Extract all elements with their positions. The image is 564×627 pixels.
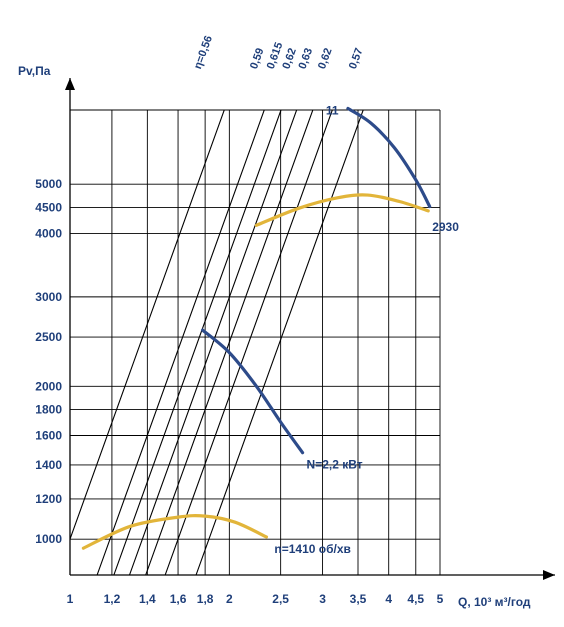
x-tick-label: 4 <box>385 592 392 606</box>
power-label: 11 <box>326 103 339 117</box>
efficiency-label: η=0,56 <box>192 34 215 71</box>
y-tick-label: 2000 <box>35 379 62 393</box>
power-curve <box>200 328 305 455</box>
power-curve <box>346 106 432 209</box>
x-tick-label: 1,2 <box>104 592 121 606</box>
efficiency-label: 0,57 <box>347 47 366 71</box>
power-label: N=2,2 кВт <box>307 458 363 472</box>
efficiency-lines <box>70 110 364 575</box>
x-tick-label: 1,4 <box>139 592 156 606</box>
y-tick-label: 1600 <box>35 429 62 443</box>
efficiency-label: 0,62 <box>316 47 335 71</box>
y-tick-label: 5000 <box>35 177 62 191</box>
y-tick-label: 2500 <box>35 330 62 344</box>
x-tick-label: 2 <box>226 592 233 606</box>
x-axis-title: Q, 10³ м³/год <box>458 595 531 609</box>
efficiency-line <box>145 110 314 575</box>
efficiency-line <box>164 110 333 575</box>
pressure-curve <box>254 193 430 227</box>
efficiency-line <box>96 110 265 575</box>
y-tick-label: 1200 <box>35 492 62 506</box>
y-axis-title: Pv,Па <box>18 64 51 78</box>
axes <box>65 78 555 580</box>
pressure-curve <box>81 514 269 550</box>
x-tick-label: 1 <box>67 592 74 606</box>
x-axis-arrow <box>543 570 555 580</box>
x-tick-label: 3 <box>319 592 326 606</box>
x-tick-label: 1,8 <box>197 592 214 606</box>
efficiency-line <box>113 110 282 575</box>
efficiency-line <box>70 110 225 541</box>
y-tick-label: 3000 <box>35 290 62 304</box>
y-axis-arrow <box>65 78 75 90</box>
y-tick-label: 4000 <box>35 226 62 240</box>
y-tick-label: 1400 <box>35 458 62 472</box>
rpm-label: n=1410 об/хв <box>274 542 351 556</box>
x-tick-label: 4,5 <box>407 592 424 606</box>
efficiency-line <box>128 110 298 575</box>
rpm-label: 2930 <box>432 220 459 234</box>
efficiency-label: 0,63 <box>297 47 316 71</box>
x-tick-label: 5 <box>437 592 444 606</box>
x-tick-label: 1,6 <box>170 592 187 606</box>
y-tick-label: 1000 <box>35 532 62 546</box>
x-tick-label: 3,5 <box>350 592 367 606</box>
efficiency-line <box>195 110 364 575</box>
y-tick-label: 4500 <box>35 200 62 214</box>
x-tick-label: 2,5 <box>272 592 289 606</box>
grid <box>70 109 441 575</box>
curves <box>81 106 432 550</box>
y-tick-label: 1800 <box>35 403 62 417</box>
